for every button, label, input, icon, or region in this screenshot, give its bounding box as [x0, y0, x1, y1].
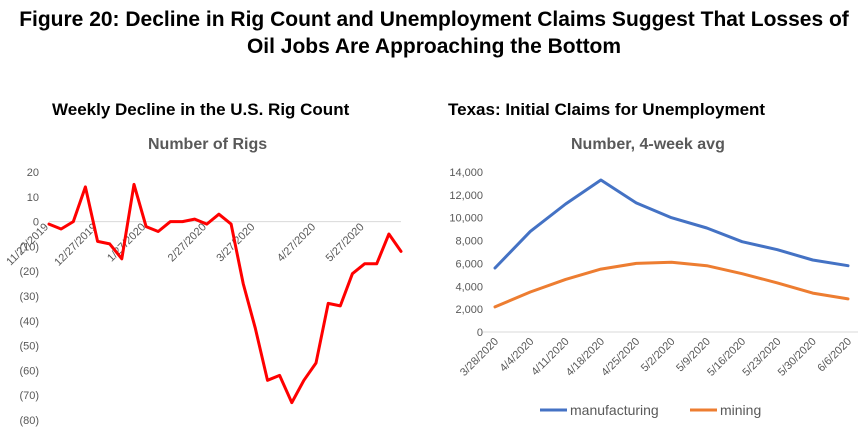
rig-data-point	[351, 272, 354, 275]
mining-series-line	[493, 260, 850, 309]
figure-title-line-1: Figure 20: Decline in Rig Count and Unem…	[19, 8, 849, 31]
manufacturing-series-line	[493, 178, 850, 270]
mining-data-point	[776, 282, 779, 284]
claims-y-tick-label: 8,000	[455, 236, 483, 248]
rig-data-point	[327, 302, 329, 305]
mining-data-point	[635, 262, 637, 265]
rig-data-point	[84, 186, 87, 188]
claims-y-tick-label: 4,000	[455, 281, 483, 293]
mining-data-point	[529, 291, 532, 293]
claims-y-tick-label: 14,000	[449, 167, 483, 179]
manufacturing-data-point	[811, 259, 814, 261]
rig-y-tick-label: 20	[27, 167, 39, 179]
rig-data-point	[72, 220, 75, 223]
rig-y-tick-label: (60)	[19, 365, 39, 377]
manufacturing-data-point	[670, 216, 673, 219]
claims-y-tick-label: 0	[477, 327, 483, 339]
rig-data-point	[254, 327, 257, 330]
rig-y-tick-label: (20)	[19, 266, 39, 278]
mining-data-point	[811, 292, 814, 294]
rig-y-tick-label: (50)	[19, 341, 39, 353]
rig-count-series-line	[47, 182, 403, 405]
rig-data-point	[60, 228, 62, 230]
rig-data-point	[315, 362, 317, 364]
rig-data-point	[108, 243, 111, 245]
rig-data-point	[96, 240, 99, 243]
mining-data-point	[706, 264, 708, 267]
manufacturing-data-point	[564, 203, 567, 205]
rig-data-point	[218, 213, 220, 215]
claims-y-tick-label: 6,000	[455, 258, 483, 270]
claims-chart-title: Texas: Initial Claims for Unemployment	[448, 100, 766, 119]
claims-y-tick-label: 12,000	[449, 190, 483, 202]
rig-data-point	[193, 218, 196, 220]
rig-y-tick-label: (10)	[19, 241, 39, 253]
claims-x-tick-label: 3/28/2020	[458, 336, 501, 379]
claims-x-tick-label: 6/6/2020	[815, 336, 854, 375]
claims-y-tick-label: 2,000	[455, 304, 483, 316]
rig-y-tick-label: (70)	[19, 390, 39, 402]
rig-data-point	[121, 258, 123, 260]
figure-title: Figure 20: Decline in Rig Count and Unem…	[0, 6, 868, 60]
mining-data-point	[600, 268, 602, 270]
figure-title-line-2: Oil Jobs Are Approaching the Bottom	[246, 35, 622, 58]
rig-data-point	[242, 282, 245, 285]
claims-chart-subtitle: Number, 4-week avg	[571, 136, 725, 153]
manufacturing-data-point	[494, 267, 496, 269]
rig-y-tick-label: 10	[27, 192, 39, 204]
mining-data-point	[494, 306, 496, 308]
claims-y-tick-label: 10,000	[449, 213, 483, 225]
rig-data-point	[157, 230, 160, 233]
manufacturing-data-point	[635, 202, 637, 204]
rig-data-point	[290, 401, 293, 404]
legend-label-manufacturing: manufacturing	[570, 402, 659, 418]
rig-y-tick-label: 0	[33, 217, 39, 229]
rig-data-point	[339, 305, 342, 307]
mining-data-point	[741, 272, 743, 275]
rig-chart-subtitle: Number of Rigs	[148, 136, 268, 153]
claims-x-tick-label: 5/2/2020	[639, 336, 678, 375]
manufacturing-data-point	[600, 179, 602, 181]
rig-data-point	[363, 262, 366, 265]
mining-data-point	[670, 261, 673, 264]
rig-data-point	[388, 233, 390, 235]
mining-data-point	[847, 298, 849, 300]
rig-data-point	[48, 223, 50, 225]
rig-y-tick-label: (30)	[19, 291, 39, 303]
rig-data-point	[230, 223, 232, 225]
rig-data-point	[266, 379, 269, 382]
manufacturing-data-point	[741, 240, 743, 243]
rig-data-point	[303, 379, 305, 382]
legend-label-mining: mining	[720, 402, 761, 418]
manufacturing-data-point	[529, 230, 532, 233]
rig-data-point	[400, 250, 402, 253]
rig-data-point	[375, 262, 378, 265]
rig-data-point	[181, 220, 184, 223]
manufacturing-data-point	[706, 227, 708, 229]
manufacturing-data-point	[776, 248, 779, 251]
rig-data-point	[278, 374, 281, 377]
rig-data-point	[205, 223, 208, 225]
claims-x-tick-label: 5/30/2020	[776, 336, 819, 379]
manufacturing-data-point	[847, 264, 849, 267]
rig-y-tick-label: (40)	[19, 316, 39, 328]
rig-data-point	[169, 220, 172, 223]
rig-chart-title: Weekly Decline in the U.S. Rig Count	[52, 100, 350, 119]
claims-x-tick-label: 4/25/2020	[599, 336, 642, 379]
rig-y-tick-label: (80)	[19, 415, 39, 427]
rig-data-point	[133, 183, 135, 186]
rig-data-point	[145, 225, 147, 228]
mining-data-point	[564, 278, 567, 281]
